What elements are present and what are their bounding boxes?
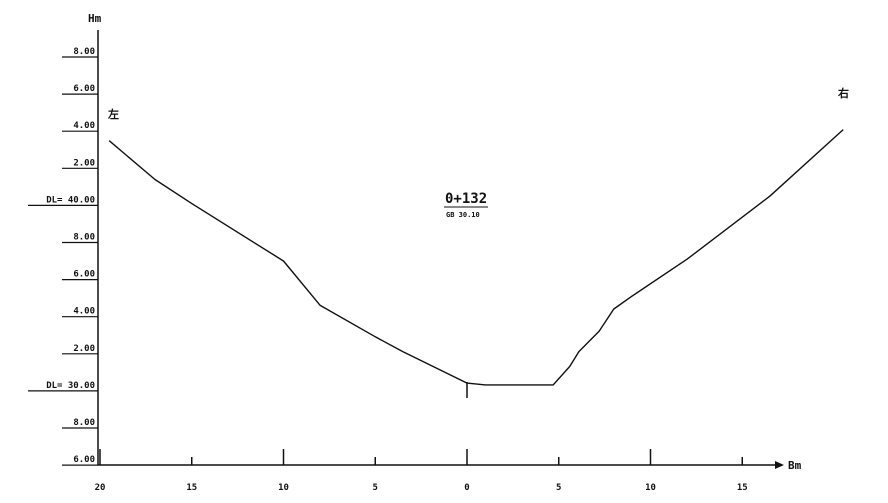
y-tick-label: 8.00 [73,47,95,57]
x-tick-label: 5 [556,483,561,493]
x-axis-ticks: 20 15 10 5 0 5 10 15 [95,449,748,493]
x-tick-label: 20 [95,483,106,493]
right-bank-label: 右 [837,86,849,100]
y-axis-unit-label: Hm [88,12,102,25]
terrain-profile-line [108,129,844,386]
x-tick-label: 15 [186,483,197,493]
x-tick-label: 5 [373,483,378,493]
x-tick-label: 10 [645,483,656,493]
station-sub-label: GB 30.10 [446,211,480,219]
y-tick-label: 6.00 [73,455,95,465]
y-tick-label: 8.00 [73,233,95,243]
y-tick-label: 6.00 [73,84,95,94]
y-tick-label: DL= 30.00 [46,381,95,391]
y-tick-label: 8.00 [73,418,95,428]
x-axis-unit-label: Bm [788,459,802,472]
y-tick-label: DL= 40.00 [46,195,95,205]
x-tick-label: 0 [464,483,469,493]
x-axis-arrow [775,461,784,469]
y-axis-ticks: 8.00 6.00 4.00 2.00 DL= 40.00 8.00 6.00 4.00 2.0… [28,47,98,466]
y-tick-label: 4.00 [73,307,95,317]
y-tick-label: 2.00 [73,344,95,354]
x-tick-label: 10 [278,483,289,493]
y-tick-label: 2.00 [73,158,95,168]
station-label: 0+132 [445,191,487,207]
x-tick-label: 15 [737,483,748,493]
left-bank-label: 左 [107,107,119,121]
y-tick-label: 4.00 [73,121,95,131]
y-tick-label: 6.00 [73,270,95,280]
